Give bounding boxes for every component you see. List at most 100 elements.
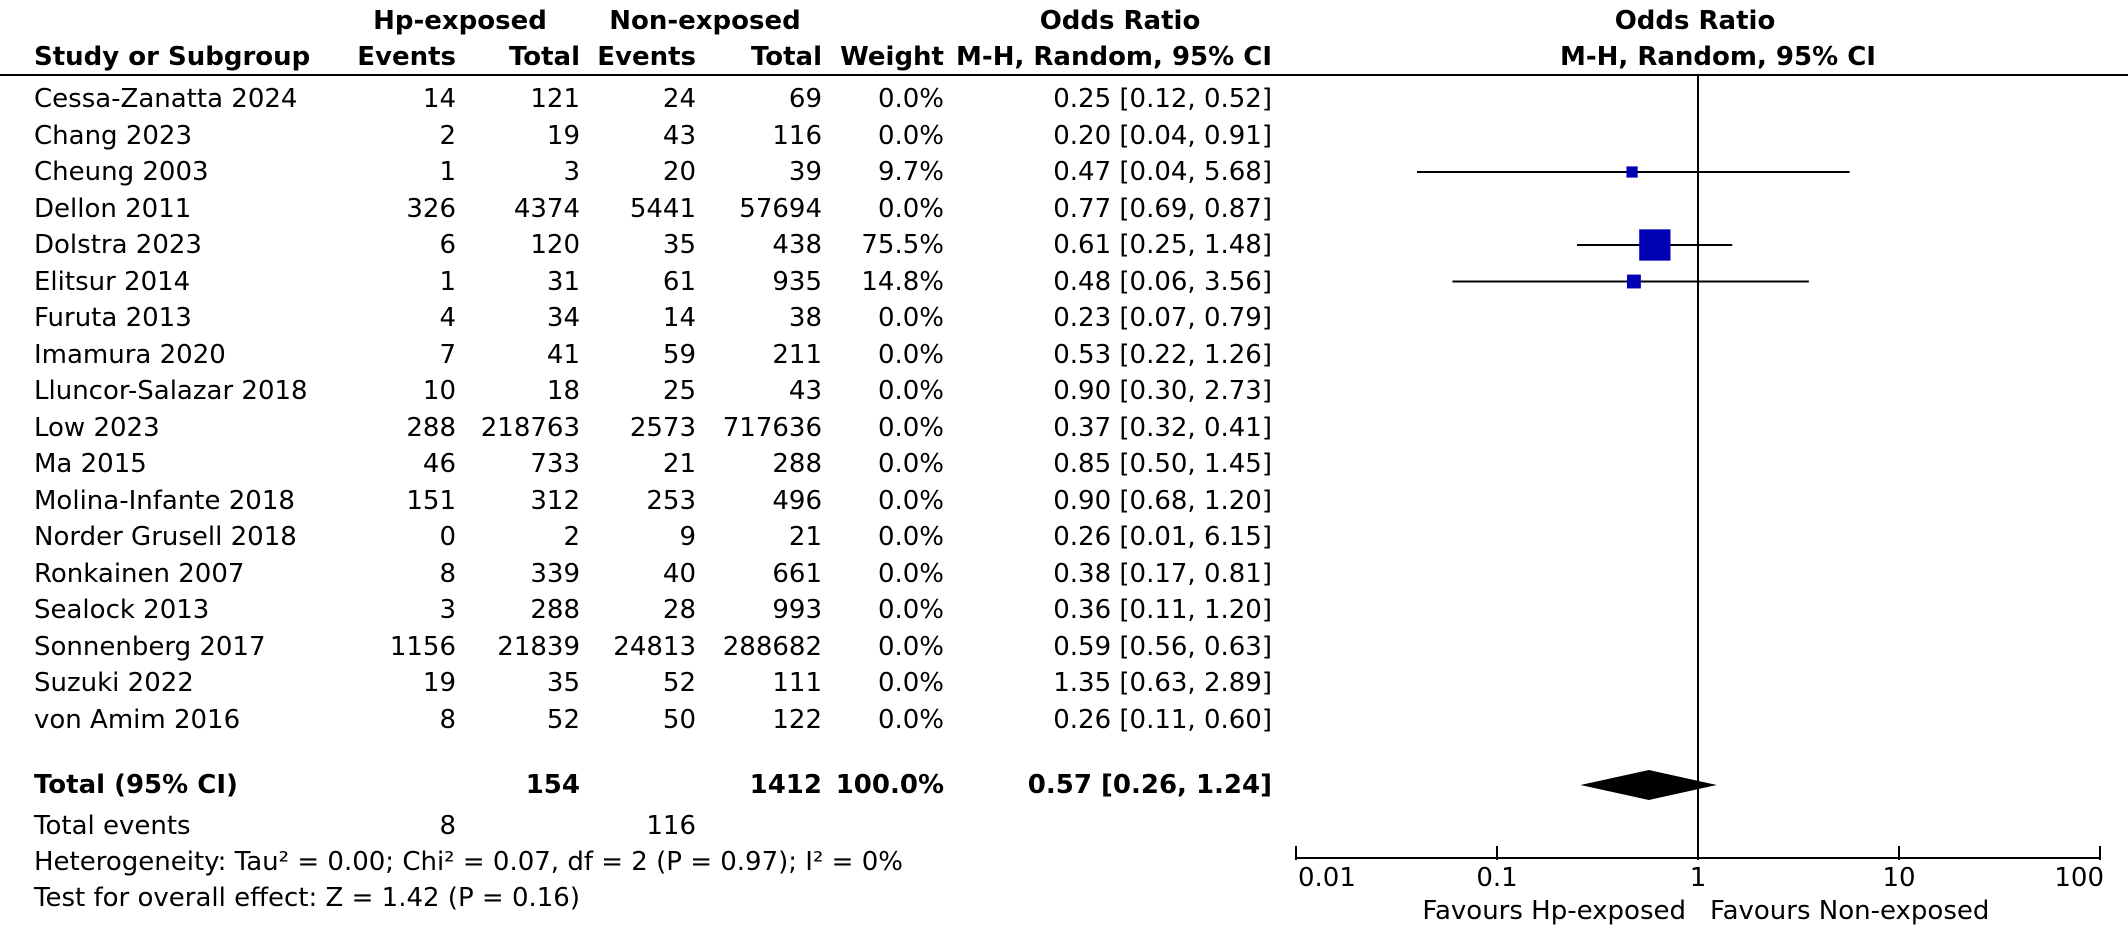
x-tick-label: 0.01 [1298,863,1356,893]
total-events-label: Total events [34,811,191,841]
events2-cell: 25 [662,376,696,406]
events1-header: Events [357,42,456,72]
study-name: von Amim 2016 [34,704,241,735]
or-ci-cell: 0.26 [0.01, 6.15] [1053,522,1272,552]
weight-cell: 0.0% [877,704,944,735]
events1-cell: 0 [439,522,456,552]
total2-cell: 38 [788,303,822,333]
events1-cell: 326 [406,193,456,224]
weight-header: Weight [840,42,944,72]
point-marker [1627,274,1641,289]
total-ci: 0.57 [0.26, 1.24] [1027,770,1272,800]
study-name: Elitsur 2014 [34,266,191,297]
weight-cell: 0.0% [877,449,944,479]
events1-cell: 19 [422,668,456,698]
total2-cell: 111 [772,668,822,698]
events1-cell: 46 [422,449,456,479]
or-ci-cell: 0.25 [0.12, 0.52] [1053,84,1272,114]
total2-header: Total [750,42,822,72]
weight-cell: 0.0% [877,558,944,589]
events2-cell: 24 [662,84,696,114]
events1-cell: 7 [439,339,456,370]
study-name: Sealock 2013 [34,595,210,625]
point-marker [1626,166,1638,178]
total1-cell: 19 [546,120,580,151]
weight-cell: 0.0% [877,120,944,151]
events2-cell: 43 [662,120,696,151]
events2-cell: 24813 [613,631,696,662]
events2-cell: 40 [662,558,696,589]
total2-cell: 43 [788,376,822,406]
total1-cell: 218763 [480,412,580,443]
or-ci-cell: 0.37 [0.32, 0.41] [1053,412,1272,443]
weight-cell: 0.0% [877,485,944,516]
total1-cell: 4374 [513,193,580,224]
study-name: Ronkainen 2007 [34,558,245,589]
study-name: Imamura 2020 [34,339,226,370]
group1-header: Hp-exposed [373,6,547,36]
study-name: Norder Grusell 2018 [34,522,297,552]
or-ci-cell: 0.53 [0.22, 1.26] [1053,339,1272,370]
total1-cell: 18 [546,376,580,406]
total1-cell: 2 [563,522,580,552]
study-name: Cheung 2003 [34,157,209,187]
total1-cell: 121 [530,84,580,114]
events2-cell: 9 [679,522,696,552]
total2-cell: 661 [772,558,822,589]
total1-header: Total [508,42,580,72]
events1-cell: 151 [406,485,456,516]
events1-cell: 10 [422,376,456,406]
total2-cell: 717636 [722,412,822,443]
events2-cell: 2573 [629,412,696,443]
study-name: Dolstra 2023 [34,230,202,260]
x-tick-label: 100 [2054,863,2104,893]
total2-cell: 116 [772,120,822,151]
events1-cell: 1 [439,157,456,187]
events2-cell: 59 [662,339,696,370]
plot-method-header: M-H, Random, 95% CI [1560,42,1876,72]
study-name: Chang 2023 [34,120,192,151]
total1-cell: 35 [546,668,580,698]
events2-cell: 52 [662,668,696,698]
weight-cell: 0.0% [877,303,944,333]
events1-cell: 4 [439,303,456,333]
events1-cell: 3 [439,595,456,625]
pooled-diamond [1580,770,1717,800]
total1-cell: 52 [546,704,580,735]
x-tick-label: 0.1 [1476,863,1517,893]
total-events2: 116 [646,811,696,841]
events2-header: Events [597,42,696,72]
plot-title: Odds Ratio [1614,6,1776,36]
study-name: Suzuki 2022 [34,668,194,698]
weight-cell: 14.8% [861,266,944,297]
study-name: Sonnenberg 2017 [34,631,266,662]
header-rule [0,74,2128,76]
total1-cell: 34 [546,303,580,333]
weight-cell: 75.5% [861,230,944,260]
weight-cell: 0.0% [877,339,944,370]
or-ci-cell: 0.20 [0.04, 0.91] [1053,120,1272,151]
weight-cell: 0.0% [877,84,944,114]
total2-cell: 438 [772,230,822,260]
favours-right-label: Favours Non-exposed [1710,896,1989,926]
weight-cell: 0.0% [877,376,944,406]
weight-cell: 0.0% [877,595,944,625]
weight-cell: 0.0% [877,668,944,698]
weight-cell: 9.7% [877,157,944,187]
study-name: Ma 2015 [34,449,147,479]
total1-cell: 41 [546,339,580,370]
or-ci-cell: 0.85 [0.50, 1.45] [1053,449,1272,479]
study-name: Molina-Infante 2018 [34,485,295,516]
x-tick-label: 1 [1690,863,1707,893]
total2-cell: 21 [788,522,822,552]
events2-cell: 61 [662,266,696,297]
total2-value: 1412 [749,770,822,800]
group2-header: Non-exposed [609,6,801,36]
events2-cell: 253 [646,485,696,516]
total1-cell: 21839 [497,631,580,662]
total-events1: 8 [439,811,456,841]
or-ci-cell: 0.77 [0.69, 0.87] [1053,193,1272,224]
total1-cell: 733 [530,449,580,479]
weight-cell: 0.0% [877,522,944,552]
total2-cell: 496 [772,485,822,516]
